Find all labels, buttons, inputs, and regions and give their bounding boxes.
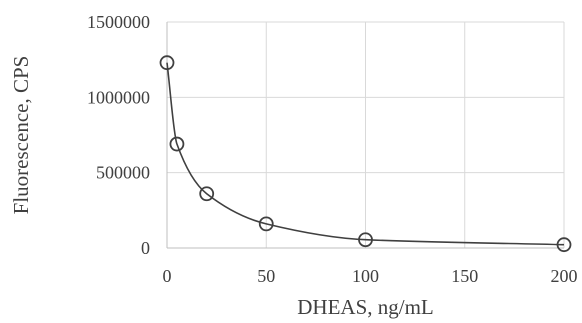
y-tick-label: 1500000 [87, 12, 150, 32]
axis-layer [166, 22, 564, 249]
x-tick-label: 50 [257, 266, 275, 286]
x-tick-label: 200 [551, 266, 578, 286]
x-tick-label: 0 [163, 266, 172, 286]
data-point [358, 232, 373, 248]
marker-layer [159, 55, 572, 253]
y-tick-label: 0 [141, 238, 150, 258]
x-axis-title: DHEAS, ng/mL [297, 295, 434, 319]
x-tick-labels: 0 50 100 150 200 [163, 266, 578, 286]
y-tick-label: 500000 [96, 163, 150, 183]
data-point [199, 186, 215, 202]
fit-curve [166, 62, 565, 246]
y-axis-title: Fluorescence, CPS [9, 56, 33, 215]
x-tick-label: 150 [451, 266, 478, 286]
data-point [159, 55, 175, 71]
y-tick-labels: 0 500000 1000000 1500000 [87, 12, 150, 258]
data-point [258, 216, 274, 232]
x-tick-label: 100 [352, 266, 379, 286]
data-point [169, 136, 185, 152]
data-point [556, 237, 572, 253]
grid-layer [167, 21, 565, 248]
y-tick-label: 1000000 [87, 87, 150, 107]
